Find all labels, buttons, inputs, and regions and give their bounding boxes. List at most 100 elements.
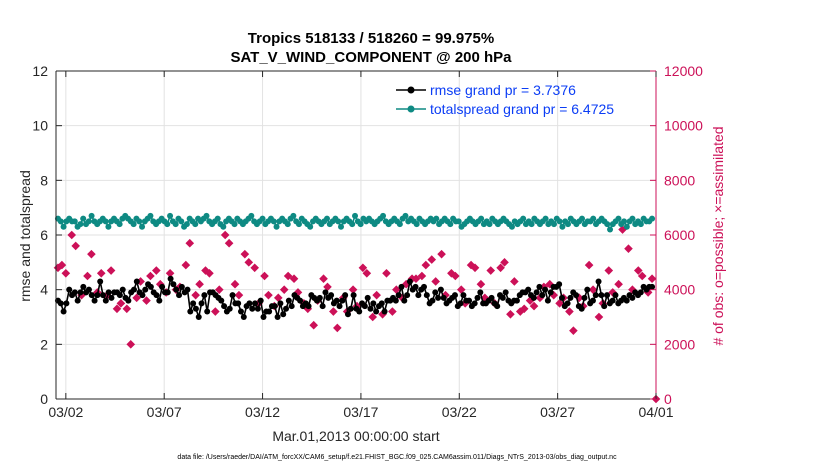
rmse-point (593, 292, 599, 298)
rmse-point (328, 292, 334, 298)
totalspread-point (89, 213, 95, 219)
rmse-point (277, 300, 283, 306)
totalspread-point (136, 218, 142, 224)
rmse-point (86, 287, 92, 293)
rmse-point (63, 300, 69, 306)
rmse-point (218, 298, 224, 304)
rmse-point (238, 309, 244, 315)
rmse-point (334, 298, 340, 304)
totalspread-point (520, 216, 526, 222)
rmse-point (100, 292, 106, 298)
totalspread-point (456, 218, 462, 224)
rmse-point (103, 298, 109, 304)
totalspread-point (178, 218, 184, 224)
rmse-point (176, 292, 182, 298)
totalspread-point (61, 224, 67, 230)
totalspread-point (621, 218, 627, 224)
rmse-point (125, 298, 131, 304)
rmse-point (365, 295, 371, 301)
rmse-point (649, 284, 655, 290)
rmse-point (246, 300, 252, 306)
rmse-point (584, 287, 590, 293)
totalspread-point (307, 224, 313, 230)
rmse-point (567, 295, 573, 301)
x-axis-label: Mar.01,2013 00:00:00 start (272, 428, 439, 444)
totalspread-point (349, 221, 355, 227)
totalspread-point (58, 218, 64, 224)
totalspread-point (117, 221, 123, 227)
rmse-point (610, 298, 616, 304)
totalspread-point (274, 224, 280, 230)
rmse-point (407, 278, 413, 284)
rmse-point (525, 287, 531, 293)
y-tick-label: 6 (40, 227, 48, 243)
totalspread-point (565, 221, 571, 227)
totalspread-point (139, 224, 145, 230)
rmse-point (601, 303, 607, 309)
rmse-point (351, 292, 357, 298)
y-tick-label: 10 (32, 118, 48, 134)
rmse-point (458, 300, 464, 306)
rmse-point (556, 281, 562, 287)
rmse-point (94, 292, 100, 298)
rmse-point (92, 298, 98, 304)
totalspread-point (220, 224, 226, 230)
rmse-point (165, 289, 171, 295)
rmse-point (272, 303, 278, 309)
rmse-point (438, 287, 444, 293)
totalspread-point (352, 213, 358, 219)
rmse-point (184, 287, 190, 293)
rmse-point (170, 281, 176, 287)
rmse-point (624, 298, 630, 304)
rmse-point (638, 289, 644, 295)
legend-rmse-marker (408, 87, 415, 94)
totalspread-point (80, 216, 86, 222)
rmse-point (596, 278, 602, 284)
rmse-point (58, 300, 64, 306)
rmse-point (230, 292, 236, 298)
x-tick-label: 03/27 (540, 404, 575, 420)
rmse-point (503, 289, 509, 295)
y-tick-label: 4 (40, 282, 48, 298)
rmse-point (61, 309, 67, 315)
legend-rmse-label: rmse grand pr = 3.7376 (430, 82, 576, 98)
rmse-point (317, 295, 323, 301)
rmse-point (306, 303, 312, 309)
totalspread-point (248, 213, 254, 219)
rmse-point (548, 289, 554, 295)
rmse-point (362, 303, 368, 309)
rmse-point (472, 300, 478, 306)
rmse-point (139, 292, 145, 298)
rmse-point (590, 298, 596, 304)
rmse-point (106, 289, 112, 295)
totalspread-point (103, 218, 109, 224)
rmse-point (134, 278, 140, 284)
rmse-point (241, 314, 247, 320)
totalspread-point (335, 218, 341, 224)
x-tick-label: 03/07 (147, 404, 182, 420)
rmse-point (168, 276, 174, 282)
y-tick-label: 2 (40, 336, 48, 352)
rmse-point (193, 306, 199, 312)
totalspread-point (433, 216, 439, 222)
totalspread-point (232, 221, 238, 227)
y-axis-label: rmse and totalspread (17, 170, 33, 302)
rmse-point (227, 306, 233, 312)
y-tick-right-label: 2000 (664, 336, 695, 352)
rmse-point (356, 309, 362, 315)
rmse-point (117, 292, 123, 298)
rmse-point (97, 278, 103, 284)
rmse-point (536, 284, 542, 290)
rmse-point (370, 300, 376, 306)
rmse-point (598, 292, 604, 298)
totalspread-point (203, 213, 209, 219)
totalspread-point (164, 221, 170, 227)
rmse-point (342, 292, 348, 298)
y-tick-label: 0 (40, 391, 48, 407)
rmse-point (559, 295, 565, 301)
rmse-point (413, 284, 419, 290)
rmse-point (235, 300, 241, 306)
y-tick-right-label: 10000 (664, 118, 703, 134)
rmse-point (466, 298, 472, 304)
rmse-point (500, 295, 506, 301)
